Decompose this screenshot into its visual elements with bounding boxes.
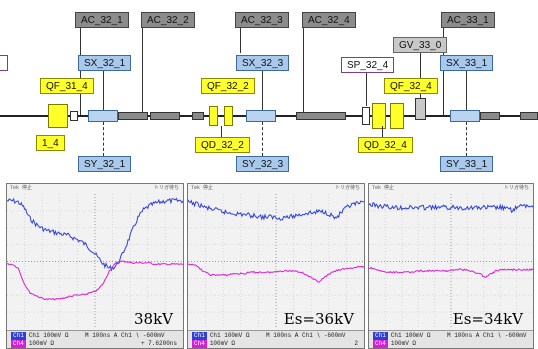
scope-plot	[7, 194, 183, 329]
quad-qf-32-4-b[interactable]	[390, 103, 404, 129]
tag-ac-32-4[interactable]: AC_32_4	[302, 12, 356, 28]
ch1-readout: Ch1 Ch1 100mV Ω	[11, 332, 69, 340]
dipole-segment	[296, 112, 346, 120]
connector-sx-32-3	[262, 71, 263, 111]
ch4-readout: Ch4 100mV Ω	[192, 340, 236, 348]
scope-plot	[188, 194, 364, 329]
tag-sp-32-4[interactable]: SP_32_4	[341, 57, 395, 73]
tag-ac-32-2[interactable]: AC_32_2	[141, 12, 195, 28]
dipole-segment	[192, 112, 204, 120]
timebase-readout: M 100ns A Ch1 ∖ -600mV	[447, 332, 527, 339]
ch4-trace	[188, 263, 364, 283]
timebase-readout: M 100ns A Ch1 ∖ -600mV	[85, 332, 165, 339]
connector-sy-32-1	[103, 122, 104, 156]
tag-gv-33-0[interactable]: GV_33_0	[393, 37, 448, 53]
scope-header: Tek 停止 トリガ待ち	[7, 184, 183, 192]
ch1-readout: Ch1 Ch1 100mV Ω	[373, 332, 431, 340]
tag-qd-31-4[interactable]: 1_4	[36, 135, 65, 151]
ch1-trace	[188, 199, 364, 221]
tag-qf-32-4[interactable]: QF_32_4	[384, 78, 438, 94]
bpm-32-1[interactable]	[88, 110, 118, 122]
scope-footer: Ch1 Ch1 100mV Ω Ch4 100mV Ω M 100ns A Ch1 …	[7, 330, 183, 348]
ch1-trace	[7, 197, 183, 272]
connector-ac-32-2	[142, 28, 143, 115]
scope-header: Tek 停止 トリガ待ち	[369, 184, 533, 192]
page-indicator: + 7.6200ns	[140, 340, 177, 347]
quad-qd-32-2-a[interactable]	[209, 106, 218, 126]
bpm-33-1[interactable]	[450, 110, 480, 122]
tag-sx-33-1[interactable]: SX_33_1	[440, 55, 494, 71]
scope-header: Tek 停止 トリガ待ち	[188, 184, 364, 192]
white-element	[362, 107, 370, 125]
tag-sy-33-1[interactable]: SY_33_1	[440, 156, 494, 172]
tag-qf-31-4[interactable]: QF_31_4	[40, 78, 94, 94]
quad-qf-31-4[interactable]	[48, 104, 68, 128]
quad-qf-32-4-a[interactable]	[372, 103, 386, 129]
dipole-segment	[520, 112, 538, 120]
scope-footer: Ch1 Ch1 100mV Ω Ch4 100mV Ω M 100ns A Ch1 …	[369, 330, 533, 348]
tag-ac-32-3[interactable]: AC_32_3	[235, 12, 289, 28]
tag-sx-32-3[interactable]: SX_32_3	[236, 55, 290, 71]
ch4-trace	[7, 260, 183, 301]
page-indicator: 2	[354, 340, 358, 347]
connector-sx-33-1	[466, 71, 467, 111]
scope-trigger-status: トリガ待ち	[503, 185, 529, 191]
gate-valve	[415, 98, 426, 120]
connector-sp-32-4	[366, 73, 367, 106]
timebase-readout: M 100ns A Ch1 ∖ -600mV	[266, 332, 346, 339]
ch4-readout: Ch4 100mV Ω	[11, 340, 55, 348]
tag-sy-32-1[interactable]: SY_32_1	[78, 156, 132, 172]
connector-sy-33-1	[466, 122, 467, 156]
connector-ac-32-3	[240, 28, 241, 53]
voltage-label: Es=36kV	[283, 310, 354, 328]
connector-qd-32-4	[382, 126, 383, 137]
scope-panel-3: Tek 停止 トリガ待ち Es=34kV Ch1 Ch1 100mV Ω Ch4 1…	[368, 183, 534, 349]
scope-footer: Ch1 Ch1 100mV Ω Ch4 100mV Ω M 100ns A Ch1 …	[188, 330, 364, 348]
bpm-32-3[interactable]	[246, 110, 276, 122]
scope-trigger-status: トリガ待ち	[153, 185, 179, 191]
beamline-schematic: AC_32_1 AC_32_2 AC_32_3 AC_32_4 AC_33_1 …	[0, 12, 538, 172]
quad-qd-32-2-b[interactable]	[224, 106, 233, 126]
connector-qd-32-2	[221, 126, 222, 137]
scope-status: Tek 停止	[10, 185, 33, 191]
white-element	[70, 111, 78, 121]
voltage-label: 38kV	[133, 310, 173, 328]
tag-qf-32-2[interactable]: QF_32_2	[201, 78, 255, 94]
connector-ac-32-4	[303, 28, 304, 115]
tag-partial-left	[0, 55, 8, 71]
tag-ac-33-1[interactable]: AC_33_1	[441, 12, 495, 28]
tag-sx-32-1[interactable]: SX_32_1	[78, 55, 132, 71]
voltage-label: Es=34kV	[452, 310, 523, 328]
connector-gv-33-0	[420, 53, 421, 98]
tag-qd-32-2[interactable]: QD_32_2	[195, 137, 250, 153]
ch1-readout: Ch1 Ch1 100mV Ω	[192, 332, 250, 340]
scope-trigger-status: トリガ待ち	[334, 185, 360, 191]
scope-plot	[369, 194, 533, 329]
ch1-trace	[369, 201, 533, 214]
scope-panel-2: Tek 停止 トリガ待ち Es=36kV Ch1 Ch1 100mV Ω Ch4 1…	[187, 183, 365, 349]
scope-status: Tek 停止	[372, 185, 395, 191]
dipole-segment	[150, 112, 180, 120]
scope-status: Tek 停止	[191, 185, 214, 191]
ch4-trace	[369, 266, 533, 278]
tag-sy-32-3[interactable]: SY_32_3	[236, 156, 290, 172]
connector-sy-32-3	[262, 122, 263, 156]
dipole-segment	[480, 112, 500, 120]
connector-ac-32-1	[80, 28, 81, 115]
ch4-readout: Ch4 100mV Ω	[373, 340, 417, 348]
scope-panel-1: Tek 停止 トリガ待ち 38kV Ch1 Ch1 100mV Ω Ch4 100m…	[6, 183, 184, 349]
dipole-segment	[118, 112, 148, 120]
connector-ac-33-1	[443, 28, 444, 115]
connector-sx-32-1	[103, 71, 104, 111]
tag-qd-32-4[interactable]: QD_32_4	[358, 137, 413, 153]
tag-ac-32-1[interactable]: AC_32_1	[75, 12, 129, 28]
